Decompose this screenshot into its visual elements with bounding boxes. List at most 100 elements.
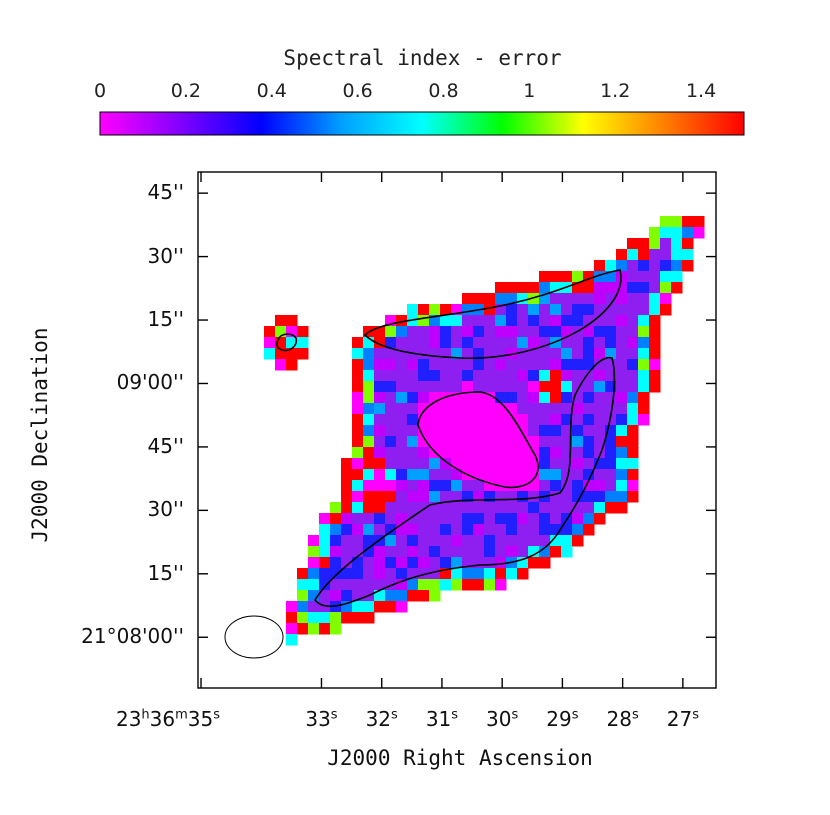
map-pixel	[528, 381, 540, 393]
map-pixel	[506, 392, 518, 404]
map-pixel	[473, 480, 485, 492]
map-pixel	[429, 370, 441, 382]
map-pixel	[572, 436, 584, 448]
map-pixel	[374, 326, 386, 338]
map-pixel	[319, 623, 331, 635]
map-pixel	[627, 414, 639, 426]
map-pixel	[517, 326, 529, 338]
map-pixel	[451, 524, 463, 536]
map-pixel	[517, 348, 529, 360]
map-pixel	[528, 392, 540, 404]
map-pixel	[341, 601, 353, 613]
map-pixel	[385, 524, 397, 536]
map-pixel	[671, 216, 683, 228]
map-pixel	[495, 557, 507, 569]
map-pixel	[429, 568, 441, 580]
map-pixel	[363, 381, 375, 393]
map-pixel	[616, 447, 628, 459]
map-pixel	[638, 282, 650, 294]
map-pixel	[572, 403, 584, 415]
map-pixel	[550, 315, 562, 327]
map-pixel	[330, 513, 342, 525]
map-pixel	[374, 590, 386, 602]
map-pixel	[451, 315, 463, 327]
map-pixel	[363, 480, 375, 492]
map-pixel	[418, 315, 430, 327]
map-pixel	[462, 293, 474, 305]
map-pixel	[462, 557, 474, 569]
map-pixel	[429, 315, 441, 327]
map-pixel	[374, 414, 386, 426]
x-tick-label: 27s	[666, 707, 699, 731]
map-pixel	[539, 513, 551, 525]
map-pixel	[385, 469, 397, 481]
map-pixel	[374, 403, 386, 415]
map-pixel	[385, 480, 397, 492]
map-pixel	[506, 370, 518, 382]
map-pixel	[462, 381, 474, 393]
map-pixel	[385, 546, 397, 558]
map-pixel	[594, 282, 606, 294]
map-pixel	[440, 546, 452, 558]
map-pixel	[473, 370, 485, 382]
map-pixel	[539, 370, 551, 382]
map-pixel	[341, 546, 353, 558]
map-pixel	[517, 381, 529, 393]
map-pixel	[539, 403, 551, 415]
map-pixel	[583, 359, 595, 371]
colorbar-tick-label: 0.4	[256, 80, 287, 102]
map-pixel	[594, 348, 606, 360]
map-pixel	[396, 590, 408, 602]
map-pixel	[528, 348, 540, 360]
map-pixel	[495, 348, 507, 360]
map-pixel	[550, 359, 562, 371]
map-pixel	[440, 425, 452, 437]
map-pixel	[660, 282, 672, 294]
map-pixel	[418, 458, 430, 470]
map-pixel	[528, 370, 540, 382]
map-pixel	[429, 535, 441, 547]
map-pixel	[352, 403, 364, 415]
map-pixel	[638, 260, 650, 272]
map-pixel	[418, 502, 430, 514]
map-pixel	[286, 326, 298, 338]
map-pixel	[385, 590, 397, 602]
map-pixel	[363, 535, 375, 547]
map-pixel	[484, 293, 496, 305]
map-pixel	[682, 227, 694, 239]
map-pixel	[616, 469, 628, 481]
map-pixel	[297, 579, 309, 591]
map-pixel	[341, 513, 353, 525]
map-pixel	[330, 557, 342, 569]
map-pixel	[572, 359, 584, 371]
map-pixel	[341, 557, 353, 569]
map-pixel	[484, 447, 496, 459]
map-pixel	[396, 579, 408, 591]
map-pixel	[517, 403, 529, 415]
map-pixel	[407, 337, 419, 349]
map-pixel	[286, 315, 298, 327]
map-pixel	[286, 634, 298, 646]
map-pixel	[286, 359, 298, 371]
map-pixel	[385, 502, 397, 514]
map-pixel	[638, 304, 650, 316]
map-pixel	[660, 271, 672, 283]
map-pixel	[572, 447, 584, 459]
map-pixel	[440, 381, 452, 393]
map-pixel	[418, 524, 430, 536]
map-pixel	[528, 315, 540, 327]
map-pixel	[495, 546, 507, 558]
map-pixel	[561, 293, 573, 305]
map-pixel	[561, 480, 573, 492]
map-pixel	[308, 579, 320, 591]
map-pixel	[517, 436, 529, 448]
map-pixel	[528, 469, 540, 481]
map-pixel	[418, 348, 430, 360]
map-pixel	[429, 436, 441, 448]
map-pixel	[407, 524, 419, 536]
map-pixel	[385, 458, 397, 470]
map-pixel	[286, 601, 298, 613]
colorbar-tick-label: 0.8	[428, 80, 459, 102]
map-pixel	[374, 458, 386, 470]
map-pixel	[363, 601, 375, 613]
